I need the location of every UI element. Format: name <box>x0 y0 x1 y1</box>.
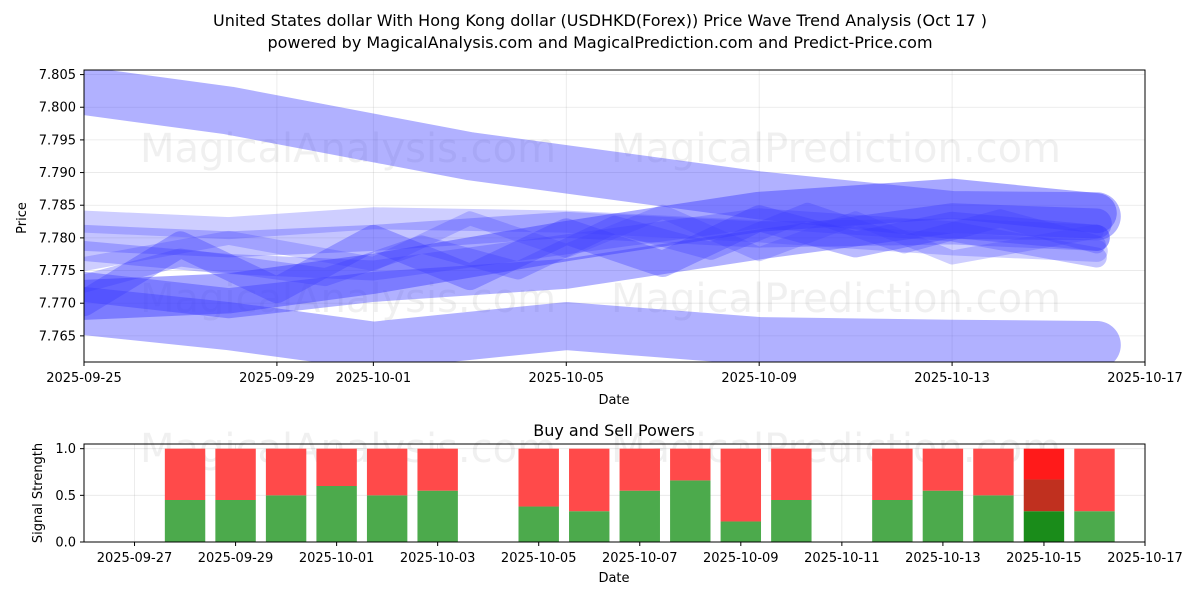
power-bar-highlight-segment <box>1023 448 1065 480</box>
wave-series-8 <box>84 202 1106 293</box>
watermark-analysis-1: MagicalAnalysis.com <box>140 126 556 172</box>
power-chart: Buy and Sell Powers MagicalAnalysis.com … <box>31 421 1183 586</box>
sell-power-bar <box>569 448 610 512</box>
buy-power-bar <box>417 490 458 542</box>
power-x-tick-label: 2025-10-17 <box>1107 551 1183 566</box>
wave-series-10 <box>84 204 1104 271</box>
sell-power-bar <box>366 448 408 496</box>
power-y-tick-label: 0.0 <box>55 536 76 551</box>
price-x-label: Date <box>598 393 629 408</box>
power-x-tick-label: 2025-10-11 <box>804 551 880 566</box>
power-x-tick-label: 2025-10-07 <box>602 551 678 566</box>
sell-power-bar <box>872 448 913 500</box>
power-y-tick-label: 1.0 <box>55 442 76 457</box>
price-plot-frame <box>83 69 1146 363</box>
watermark-analysis-2: MagicalAnalysis.com <box>140 276 556 322</box>
power-bar-highlight-segment <box>1023 479 1065 512</box>
buy-power-bar <box>1074 511 1115 542</box>
price-series-layer <box>84 70 1121 362</box>
power-bars <box>164 448 1115 542</box>
price-x-tick-label: 2025-09-29 <box>239 371 315 386</box>
buy-power-bar <box>215 500 256 542</box>
buy-power-bar <box>720 521 762 542</box>
power-y-tick-label: 0.5 <box>55 489 76 504</box>
price-x-tick-label: 2025-10-09 <box>721 371 797 386</box>
power-x-tick-label: 2025-10-15 <box>1006 551 1082 566</box>
price-y-tick-label: 7.765 <box>39 329 76 344</box>
wave-series-1 <box>84 70 1121 241</box>
buy-power-bar <box>569 511 610 542</box>
buy-power-bar <box>518 506 559 542</box>
wave-series-7 <box>84 208 1107 281</box>
sell-power-bar <box>1074 448 1115 512</box>
power-y-label: Signal Strength <box>31 443 46 543</box>
power-x-tick-label: 2025-10-13 <box>905 551 981 566</box>
price-x-tick-label: 2025-10-13 <box>914 371 990 386</box>
sell-power-bar <box>720 448 762 522</box>
power-x-tick-label: 2025-10-09 <box>703 551 779 566</box>
buy-power-bar <box>316 486 357 542</box>
wave-series-2 <box>84 287 1121 362</box>
wave-series-6 <box>84 211 1110 258</box>
price-axes: 2025-09-25 2025-09-29 2025-10-01 2025-10-05… <box>39 68 1183 386</box>
sell-power-bar <box>316 448 357 486</box>
price-x-tick-label: 2025-10-01 <box>336 371 412 386</box>
power-x-label: Date <box>598 571 629 586</box>
price-y-tick-label: 7.790 <box>39 166 76 181</box>
power-x-tick-label: 2025-10-01 <box>299 551 375 566</box>
price-y-tick-label: 7.770 <box>39 297 76 312</box>
sell-power-bar <box>164 448 206 500</box>
price-watermarks: MagicalAnalysis.com MagicalPrediction.co… <box>140 126 1061 322</box>
power-x-tick-label: 2025-09-27 <box>97 551 173 566</box>
price-y-tick-label: 7.785 <box>39 199 76 214</box>
sell-power-bar <box>973 448 1014 496</box>
price-grid <box>83 70 1146 362</box>
price-y-tick-label: 7.800 <box>39 101 76 116</box>
wave-series-5 <box>84 205 1110 317</box>
buy-power-bar <box>771 500 812 542</box>
power-x-tick-label: 2025-09-29 <box>198 551 274 566</box>
price-y-tick-label: 7.780 <box>39 231 76 246</box>
sell-power-bar <box>215 448 256 500</box>
buy-power-bar <box>366 495 408 542</box>
price-plot-area <box>84 70 1145 362</box>
buy-power-bar <box>872 500 913 542</box>
figure-subtitle: powered by MagicalAnalysis.com and Magic… <box>267 33 932 52</box>
sell-power-bar <box>771 448 812 500</box>
buy-power-bar <box>164 500 206 542</box>
buy-power-bar <box>670 480 711 542</box>
power-bar-highlight-segment <box>1023 511 1065 542</box>
watermark-prediction-1: MagicalPrediction.com <box>611 126 1061 172</box>
power-x-tick-label: 2025-10-03 <box>400 551 476 566</box>
sell-power-bar <box>922 448 964 491</box>
price-x-tick-label: 2025-09-25 <box>46 371 122 386</box>
power-title: Buy and Sell Powers <box>533 421 695 440</box>
buy-power-bar <box>973 495 1014 542</box>
sell-power-bar <box>670 448 711 481</box>
buy-power-bar <box>619 490 660 542</box>
price-y-tick-label: 7.805 <box>39 68 76 83</box>
buy-power-bar <box>922 490 964 542</box>
figure-title: United States dollar With Hong Kong doll… <box>213 11 987 30</box>
price-x-tick-label: 2025-10-17 <box>1107 371 1183 386</box>
power-x-tick-label: 2025-10-05 <box>501 551 577 566</box>
wave-series-3 <box>84 178 1117 320</box>
sell-power-bar <box>265 448 307 496</box>
buy-power-bar <box>265 495 307 542</box>
sell-power-bar <box>619 448 660 491</box>
price-y-tick-label: 7.795 <box>39 133 76 148</box>
price-x-tick-label: 2025-10-05 <box>528 371 604 386</box>
wave-series-4 <box>84 203 1112 319</box>
power-plot-area <box>84 444 1145 542</box>
watermark-prediction-2: MagicalPrediction.com <box>611 276 1061 322</box>
price-chart: MagicalAnalysis.com MagicalPrediction.co… <box>15 68 1183 408</box>
price-y-tick-label: 7.775 <box>39 264 76 279</box>
power-axes: 2025-09-27 2025-09-29 2025-10-01 2025-10-03… <box>55 442 1182 566</box>
sell-power-bar <box>417 448 458 491</box>
sell-power-bar <box>518 448 559 507</box>
wave-series-9 <box>84 207 1108 262</box>
price-y-label: Price <box>15 202 30 234</box>
power-plot-frame <box>83 443 1146 543</box>
